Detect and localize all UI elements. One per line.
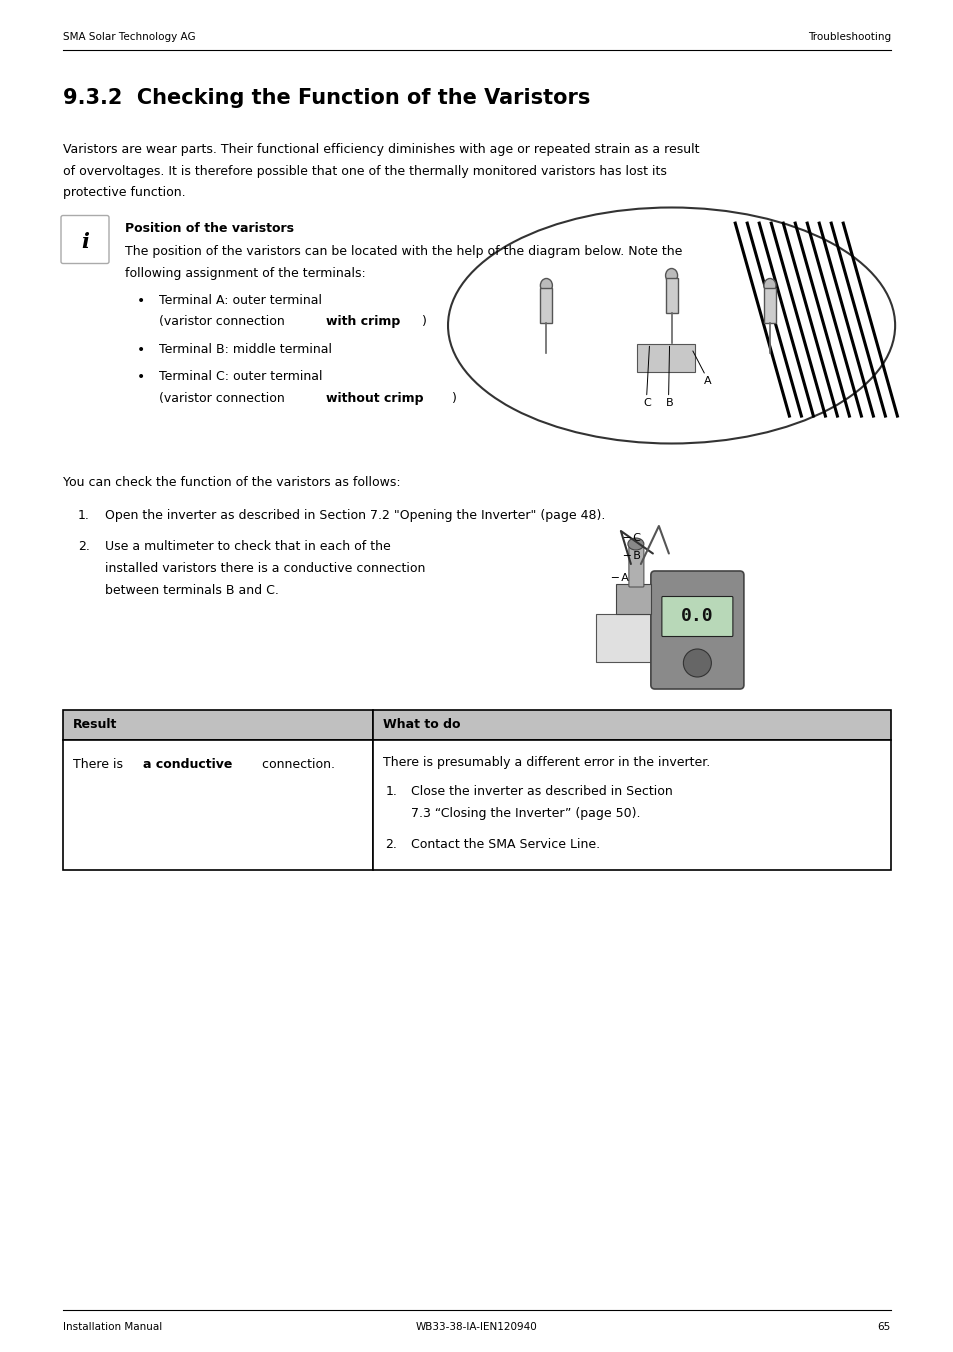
- Text: •: •: [137, 293, 145, 308]
- Text: a conductive: a conductive: [143, 758, 232, 771]
- Text: installed varistors there is a conductive connection: installed varistors there is a conductiv…: [105, 562, 425, 575]
- Text: You can check the function of the varistors as follows:: You can check the function of the varist…: [63, 476, 400, 488]
- Bar: [539, 288, 552, 323]
- Bar: [616, 584, 650, 614]
- Text: •: •: [137, 370, 145, 384]
- FancyBboxPatch shape: [61, 215, 109, 264]
- Text: Position of the varistors: Position of the varistors: [125, 222, 294, 234]
- FancyBboxPatch shape: [596, 614, 685, 662]
- Text: 2.: 2.: [385, 838, 397, 852]
- Text: Use a multimeter to check that in each of the: Use a multimeter to check that in each o…: [105, 541, 391, 553]
- Text: There is presumably a different error in the inverter.: There is presumably a different error in…: [383, 756, 710, 769]
- Bar: [63, 740, 374, 869]
- FancyBboxPatch shape: [628, 548, 643, 587]
- Text: There is: There is: [73, 758, 127, 771]
- Text: Result: Result: [73, 718, 117, 731]
- Text: protective function.: protective function.: [63, 187, 186, 199]
- Text: (varistor connection: (varistor connection: [159, 315, 289, 329]
- FancyBboxPatch shape: [661, 596, 732, 637]
- Text: 1.: 1.: [78, 508, 90, 522]
- Text: WB33-38-IA-IEN120940: WB33-38-IA-IEN120940: [416, 1322, 537, 1332]
- Text: Troubleshooting: Troubleshooting: [807, 32, 890, 42]
- Text: Installation Manual: Installation Manual: [63, 1322, 162, 1332]
- Text: ): ): [422, 315, 427, 329]
- Text: ): ): [452, 392, 456, 406]
- Ellipse shape: [763, 279, 775, 292]
- Text: What to do: What to do: [383, 718, 460, 731]
- Ellipse shape: [627, 538, 643, 550]
- Text: The position of the varistors can be located with the help of the diagram below.: The position of the varistors can be loc…: [125, 245, 681, 258]
- Bar: [374, 710, 890, 740]
- Text: C: C: [643, 397, 651, 407]
- Text: 65: 65: [877, 1322, 890, 1332]
- Ellipse shape: [682, 649, 711, 677]
- Text: Terminal B: middle terminal: Terminal B: middle terminal: [159, 343, 332, 356]
- Text: A: A: [703, 376, 710, 385]
- Text: Terminal C: outer terminal: Terminal C: outer terminal: [159, 370, 322, 384]
- Text: 1.: 1.: [385, 786, 397, 799]
- Text: of overvoltages. It is therefore possible that one of the thermally monitored va: of overvoltages. It is therefore possibl…: [63, 165, 666, 177]
- Text: Close the inverter as described in Section: Close the inverter as described in Secti…: [411, 786, 673, 799]
- Bar: [374, 740, 890, 869]
- Text: (varistor connection: (varistor connection: [159, 392, 289, 406]
- Text: SMA Solar Technology AG: SMA Solar Technology AG: [63, 32, 195, 42]
- Bar: [763, 288, 775, 323]
- Text: Varistors are wear parts. Their functional efficiency diminishes with age or rep: Varistors are wear parts. Their function…: [63, 143, 699, 155]
- Text: ─ B: ─ B: [622, 552, 640, 561]
- Text: ─ C: ─ C: [622, 533, 640, 544]
- Text: between terminals B and C.: between terminals B and C.: [105, 584, 278, 596]
- Text: B: B: [665, 397, 673, 407]
- Text: Contact the SMA Service Line.: Contact the SMA Service Line.: [411, 838, 600, 852]
- Text: Terminal A: outer terminal: Terminal A: outer terminal: [159, 293, 322, 307]
- Text: 9.3.2  Checking the Function of the Varistors: 9.3.2 Checking the Function of the Varis…: [63, 88, 590, 108]
- Text: 7.3 “Closing the Inverter” (page 50).: 7.3 “Closing the Inverter” (page 50).: [411, 807, 640, 821]
- Text: i: i: [81, 231, 89, 251]
- Text: with crimp: with crimp: [326, 315, 400, 329]
- Text: connection.: connection.: [257, 758, 335, 771]
- Bar: [63, 710, 374, 740]
- Text: without crimp: without crimp: [326, 392, 423, 406]
- FancyBboxPatch shape: [650, 571, 743, 690]
- Text: Open the inverter as described in Section 7.2 "Opening the Inverter" (page 48).: Open the inverter as described in Sectio…: [105, 508, 605, 522]
- Text: 2.: 2.: [78, 541, 90, 553]
- Text: •: •: [137, 343, 145, 357]
- Ellipse shape: [448, 207, 894, 443]
- Ellipse shape: [665, 269, 677, 283]
- Bar: [665, 277, 677, 312]
- Text: 0.0: 0.0: [680, 607, 713, 626]
- Ellipse shape: [539, 279, 552, 292]
- Text: following assignment of the terminals:: following assignment of the terminals:: [125, 266, 365, 280]
- FancyBboxPatch shape: [636, 343, 694, 372]
- Text: ─ A: ─ A: [610, 573, 628, 583]
